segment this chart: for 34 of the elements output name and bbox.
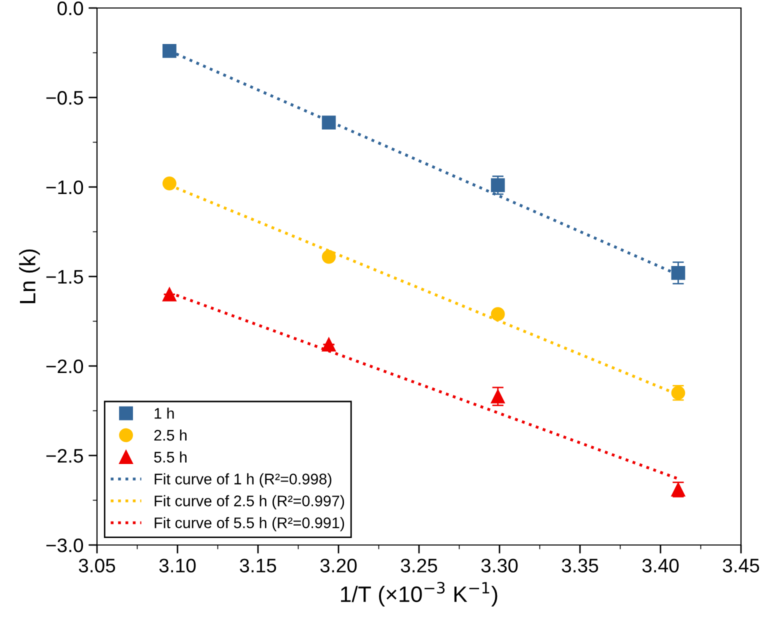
point: [490, 389, 505, 404]
y-tick-label: −3.0: [46, 538, 84, 552]
x-tick-label: 3.10: [159, 558, 196, 572]
y-tick-label: −2.0: [46, 359, 84, 374]
point: [162, 176, 176, 190]
point: [322, 250, 336, 264]
y-tick-label: 0.0: [58, 1, 84, 16]
x-tick-label: 3.45: [722, 558, 760, 572]
point: [490, 307, 505, 322]
legend-label: 2.5 h: [154, 429, 187, 441]
x-tick-label: 3.05: [78, 558, 116, 572]
legend-label: 1 h: [154, 408, 174, 419]
x-axis-title: 1/T (×10$^{−3}$ K$^{−1}$): [341, 582, 498, 607]
point: [671, 266, 686, 280]
x-tick-label: 3.35: [562, 558, 598, 572]
y-tick-label: −0.5: [46, 90, 83, 105]
legend-label: Fit curve of 5.5 h (R²=0.991): [154, 517, 344, 532]
point: [490, 178, 505, 192]
x-tick-label: 3.25: [400, 558, 438, 572]
legend-label: Fit curve of 1 h (R²=0.998): [154, 473, 332, 488]
x-tick-label: 3.30: [481, 558, 518, 572]
y-tick-label: −2.5: [46, 448, 83, 463]
legend-label: Fit curve of 2.5 h (R²=0.997): [154, 495, 344, 510]
y-axis-title: Ln (k): [19, 249, 40, 304]
x-tick-label: 3.20: [320, 558, 357, 572]
point: [322, 338, 336, 352]
x-tick-label: 3.15: [240, 558, 276, 572]
x-tick-label: 3.40: [642, 558, 679, 572]
point: [322, 116, 336, 130]
y-tick-label: −1.5: [46, 270, 83, 284]
y-tick-label: −1.0: [46, 180, 84, 194]
point: [162, 44, 176, 58]
legend-label: 5.5 h: [154, 451, 187, 463]
point: [162, 287, 176, 302]
